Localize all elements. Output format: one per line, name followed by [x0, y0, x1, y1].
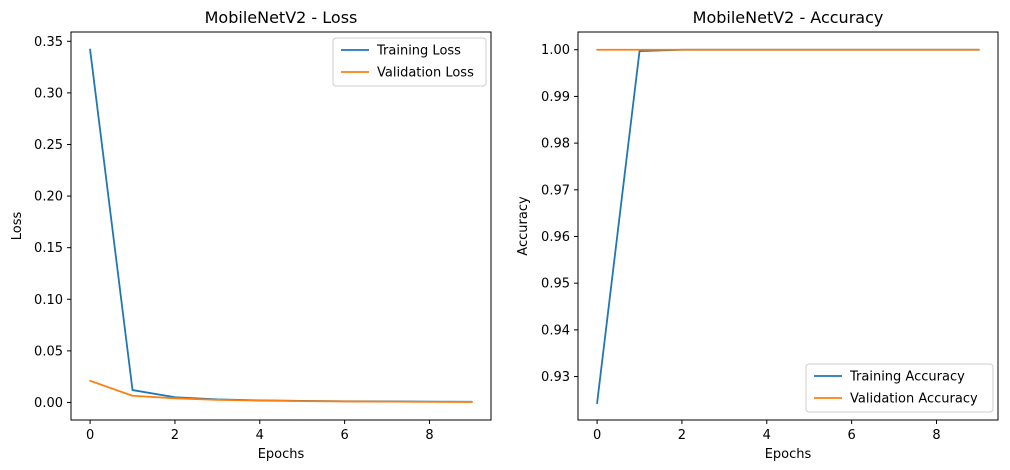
loss-chart-series [89, 48, 473, 403]
loss-chart-y-tick-label: 0.10 [34, 293, 63, 308]
accuracy-chart-y-tick-label: 0.95 [541, 277, 570, 292]
accuracy-chart: MobileNetV2 - Accuracy 0 2 4 6 8 0.93 0.94 0.95… [516, 8, 999, 462]
accuracy-chart-x-tick-label: 4 [763, 428, 771, 443]
loss-chart-y-tick-label: 0.30 [34, 86, 63, 101]
accuracy-chart-y-tick-label: 0.96 [541, 230, 570, 245]
loss-chart-y-tick-label: 0.15 [34, 241, 63, 256]
accuracy-chart-legend: Training Accuracy Validation Accuracy [805, 363, 994, 413]
loss-chart-y-tick-label: 0.05 [34, 344, 63, 359]
accuracy-chart-ticks: 0 2 4 6 8 0.93 0.94 0.95 0.96 0.97 0.98 0.99 1.00 [541, 43, 941, 443]
accuracy-chart-title: MobileNetV2 - Accuracy [693, 8, 884, 27]
accuracy-chart-series-training-accuracy [596, 48, 980, 405]
accuracy-chart-legend-label-training-accuracy: Training Accuracy [849, 370, 965, 385]
loss-chart-axes-frame [70, 31, 492, 421]
loss-chart-y-tick-label: 0.20 [34, 190, 63, 205]
accuracy-chart-x-tick-label: 8 [932, 428, 940, 443]
accuracy-chart-legend-label-validation-accuracy: Validation Accuracy [850, 392, 978, 407]
accuracy-chart-x-tick-label: 0 [593, 428, 601, 443]
accuracy-chart-y-tick-label: 0.97 [541, 183, 570, 198]
accuracy-chart-legend-box [805, 363, 994, 413]
loss-chart-y-tick-label: 0.35 [34, 35, 63, 50]
loss-chart-x-tick-label: 0 [86, 428, 94, 443]
loss-chart-y-axis-label: Loss [10, 212, 25, 241]
loss-chart-ticks: 0 2 4 6 8 0.00 0.05 0.10 0.15 0.20 0.25 0.30 0.35 [34, 35, 434, 443]
loss-chart: MobileNetV2 - Loss 0 2 4 6 8 0.00 0.05 0.10 0.15… [10, 8, 492, 462]
loss-chart-legend-label-validation-loss: Validation Loss [377, 66, 474, 81]
loss-chart-series-validation-loss [89, 379, 473, 403]
loss-chart-x-tick-label: 8 [425, 428, 433, 443]
loss-chart-x-axis-label: Epochs [258, 447, 305, 462]
loss-chart-legend-label-training-loss: Training Loss [376, 44, 461, 59]
accuracy-chart-y-tick-label: 0.99 [541, 90, 570, 105]
loss-chart-series-training-loss [89, 48, 473, 403]
loss-chart-x-tick-label: 6 [340, 428, 348, 443]
loss-chart-x-tick-label: 2 [171, 428, 179, 443]
accuracy-chart-series [596, 48, 980, 405]
loss-chart-y-tick-label: 0.25 [34, 138, 63, 153]
accuracy-chart-x-tick-label: 2 [678, 428, 686, 443]
accuracy-chart-x-tick-label: 6 [847, 428, 855, 443]
accuracy-chart-y-tick-label: 0.94 [541, 323, 570, 338]
loss-chart-title: MobileNetV2 - Loss [205, 8, 358, 27]
loss-chart-y-tick-label: 0.00 [34, 396, 63, 411]
accuracy-chart-y-axis-label: Accuracy [516, 196, 531, 256]
loss-chart-legend: Training Loss Validation Loss [332, 37, 487, 87]
loss-chart-x-tick-label: 4 [256, 428, 264, 443]
loss-chart-legend-box [332, 37, 487, 87]
accuracy-chart-y-tick-label: 1.00 [541, 43, 570, 58]
accuracy-chart-axes-frame [577, 31, 999, 421]
accuracy-chart-y-tick-label: 0.98 [541, 137, 570, 152]
accuracy-chart-x-axis-label: Epochs [765, 447, 812, 462]
accuracy-chart-y-tick-label: 0.93 [541, 370, 570, 385]
